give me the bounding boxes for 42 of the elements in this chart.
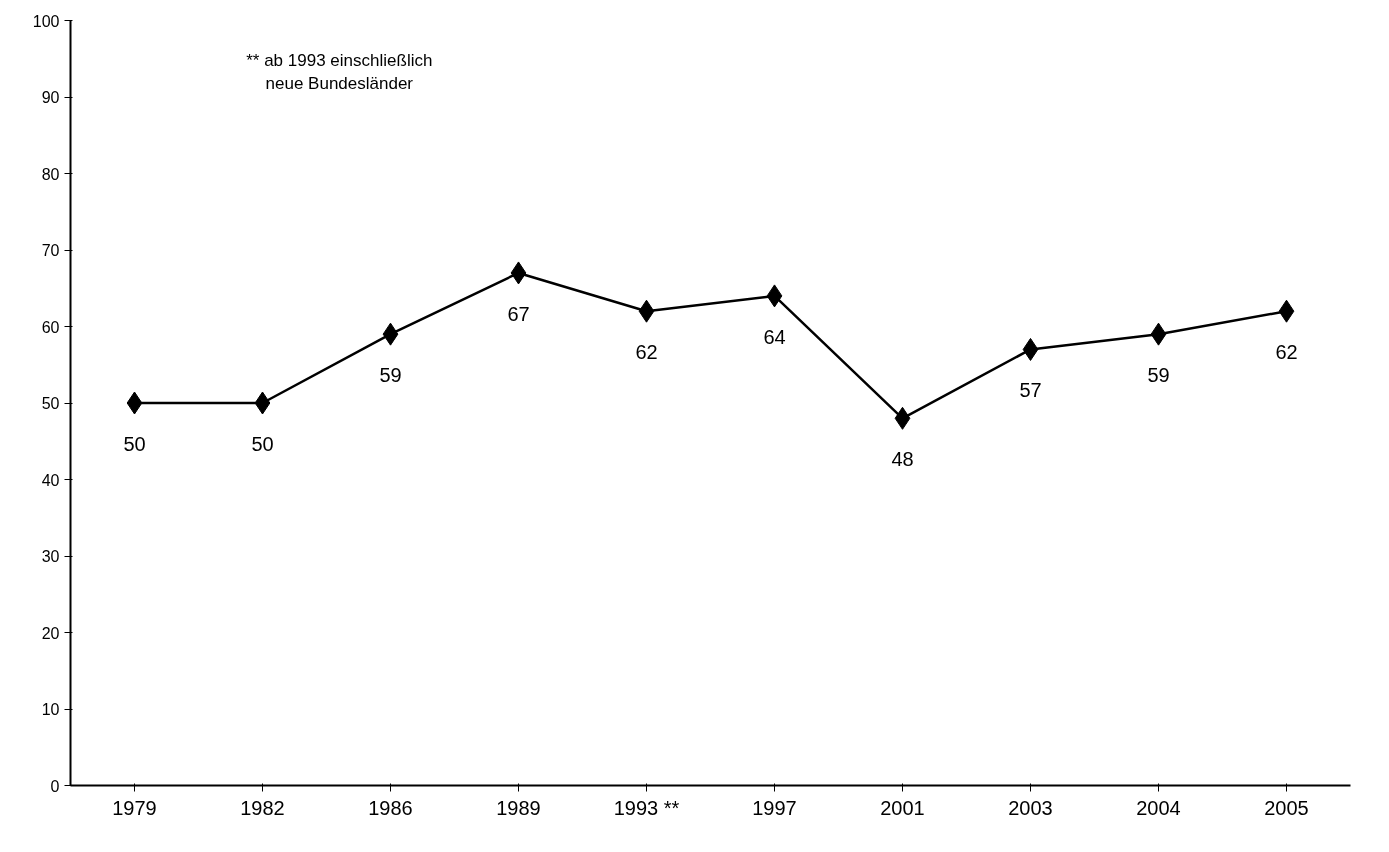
point: [766, 284, 783, 308]
data-label: 48: [891, 448, 914, 471]
y-tick-label: 10: [41, 701, 60, 718]
y-tick-label: 100: [32, 12, 60, 30]
y-tick-label: 0: [50, 777, 60, 795]
y-tick-label: 90: [41, 89, 60, 106]
data-label: 50: [123, 433, 146, 455]
x-tick-label: 1997: [752, 796, 797, 819]
annotation: ** ab 1993 einschließlich neue Bundesländer: [246, 51, 433, 93]
data-label: 62: [635, 341, 658, 364]
point: [1278, 299, 1295, 323]
point: [510, 261, 527, 285]
point: [254, 391, 271, 415]
y-tick-label: 70: [41, 242, 60, 259]
y-tick-label: 60: [41, 318, 60, 336]
x-tick-label: 1986: [368, 796, 413, 819]
x-tick-label: 2005: [1264, 796, 1309, 819]
data-label: 59: [1147, 364, 1170, 387]
x-tick-label: 1979: [112, 796, 157, 819]
x-tick-label: 1982: [240, 796, 285, 819]
data-label: 57: [1019, 379, 1042, 402]
y-tick-label: 80: [41, 165, 60, 183]
point: [1150, 322, 1167, 346]
data-label: 62: [1275, 341, 1298, 364]
y-tick-label: 20: [41, 624, 60, 642]
point: [1022, 337, 1039, 361]
data-label: 64: [763, 325, 786, 348]
y-tick-label: 50: [41, 395, 60, 412]
data-label: 59: [379, 364, 402, 387]
x-tick-label: 1989: [496, 796, 541, 819]
y-tick-label: 40: [41, 471, 60, 489]
x-tick-label: 1993 **: [613, 796, 680, 819]
x-tick-label: 2003: [1008, 796, 1053, 819]
point: [126, 391, 143, 415]
point: [382, 322, 399, 346]
point: [894, 406, 911, 430]
x-tick-label: 2001: [880, 796, 925, 819]
data-label: 50: [251, 433, 274, 455]
y-tick-label: 30: [41, 548, 60, 565]
x-tick-label: 2004: [1136, 796, 1181, 819]
data-label: 67: [507, 302, 530, 325]
point: [638, 299, 655, 323]
